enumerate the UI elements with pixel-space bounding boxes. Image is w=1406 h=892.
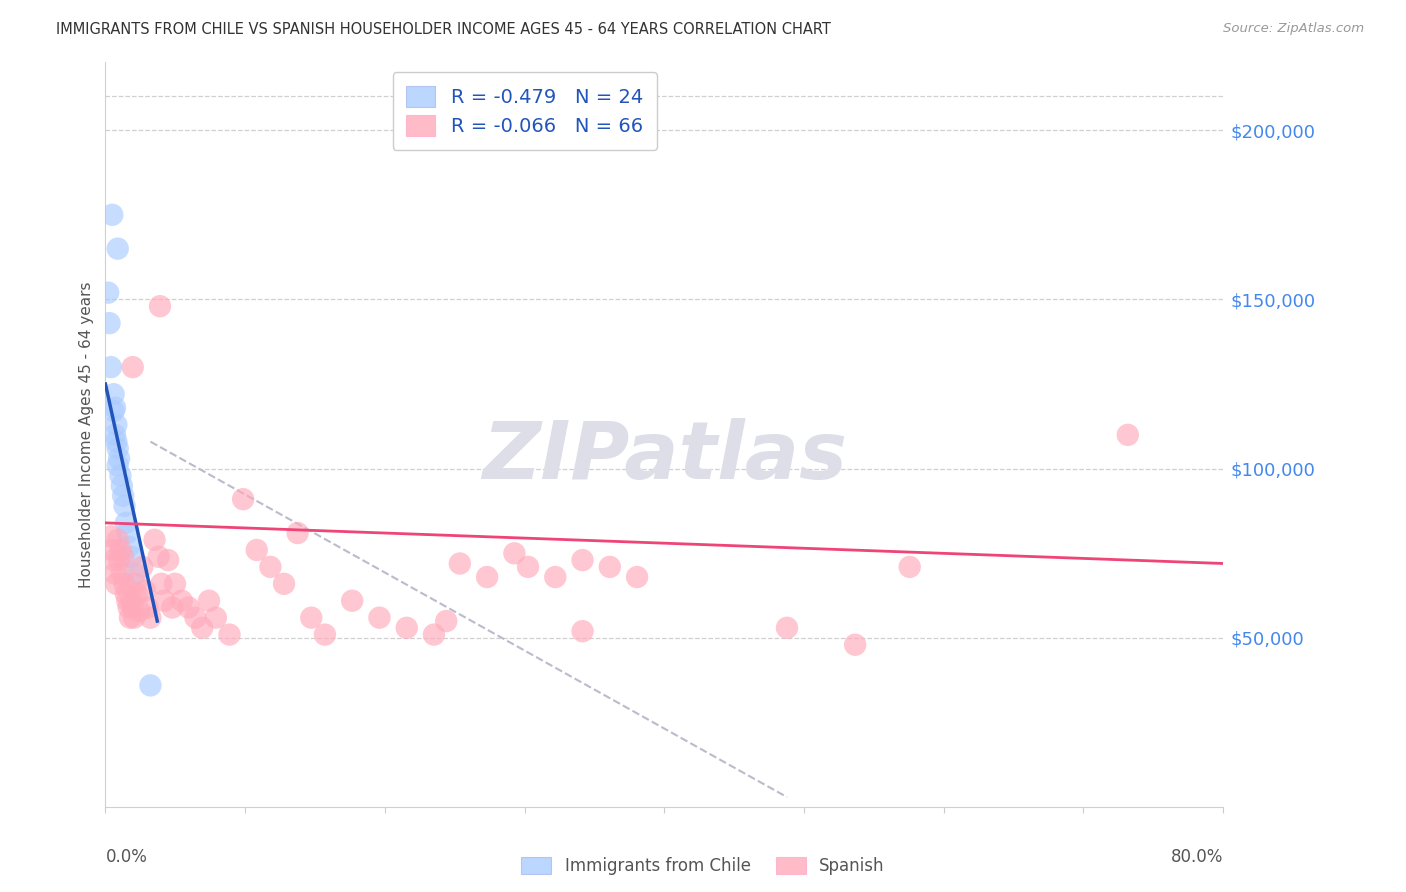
Point bbox=[423, 627, 446, 641]
Point bbox=[105, 417, 128, 432]
Point bbox=[110, 543, 132, 558]
Point bbox=[170, 593, 193, 607]
Point bbox=[104, 401, 127, 415]
Point bbox=[111, 566, 134, 581]
Point bbox=[107, 533, 129, 547]
Point bbox=[191, 621, 214, 635]
Point bbox=[108, 553, 131, 567]
Point bbox=[134, 583, 156, 598]
Point bbox=[184, 610, 207, 624]
Point bbox=[434, 614, 457, 628]
Point bbox=[157, 553, 180, 567]
Point bbox=[118, 610, 141, 624]
Point bbox=[503, 546, 526, 560]
Point bbox=[103, 553, 125, 567]
Point bbox=[287, 526, 309, 541]
Point bbox=[395, 621, 418, 635]
Point bbox=[111, 478, 134, 492]
Point bbox=[599, 560, 621, 574]
Point bbox=[117, 600, 139, 615]
Point bbox=[125, 587, 148, 601]
Point bbox=[148, 549, 170, 564]
Point bbox=[114, 577, 136, 591]
Point bbox=[104, 566, 127, 581]
Legend: R = -0.479   N = 24, R = -0.066   N = 66: R = -0.479 N = 24, R = -0.066 N = 66 bbox=[392, 72, 657, 150]
Point bbox=[108, 451, 131, 466]
Point bbox=[898, 560, 921, 574]
Point bbox=[314, 627, 336, 641]
Point bbox=[205, 610, 228, 624]
Point bbox=[97, 285, 120, 300]
Point bbox=[340, 593, 363, 607]
Point bbox=[124, 566, 146, 581]
Point bbox=[163, 577, 186, 591]
Point bbox=[120, 593, 142, 607]
Text: ZIPatlas: ZIPatlas bbox=[482, 418, 846, 496]
Point bbox=[115, 516, 138, 530]
Point bbox=[98, 316, 121, 330]
Point bbox=[177, 600, 200, 615]
Point bbox=[122, 610, 145, 624]
Point bbox=[626, 570, 648, 584]
Point bbox=[117, 593, 139, 607]
Point bbox=[124, 577, 146, 591]
Legend: Immigrants from Chile, Spanish: Immigrants from Chile, Spanish bbox=[513, 849, 893, 884]
Point bbox=[100, 529, 122, 543]
Point bbox=[544, 570, 567, 584]
Point bbox=[104, 428, 127, 442]
Point bbox=[299, 610, 322, 624]
Point bbox=[162, 600, 184, 615]
Y-axis label: Householder Income Ages 45 - 64 years: Householder Income Ages 45 - 64 years bbox=[79, 282, 94, 588]
Point bbox=[107, 458, 129, 473]
Point bbox=[517, 560, 540, 574]
Text: IMMIGRANTS FROM CHILE VS SPANISH HOUSEHOLDER INCOME AGES 45 - 64 YEARS CORRELATI: IMMIGRANTS FROM CHILE VS SPANISH HOUSEHO… bbox=[56, 22, 831, 37]
Point bbox=[571, 553, 593, 567]
Point bbox=[136, 600, 159, 615]
Point bbox=[107, 442, 129, 456]
Point bbox=[105, 577, 128, 591]
Point bbox=[139, 678, 162, 692]
Point bbox=[139, 610, 162, 624]
Point bbox=[475, 570, 498, 584]
Point bbox=[105, 434, 128, 449]
Point bbox=[273, 577, 295, 591]
Point bbox=[117, 540, 139, 554]
Point bbox=[218, 627, 240, 641]
Point bbox=[368, 610, 391, 624]
Point bbox=[131, 560, 153, 574]
Point bbox=[150, 577, 173, 591]
Point bbox=[103, 404, 125, 418]
Point bbox=[110, 468, 132, 483]
Text: Source: ZipAtlas.com: Source: ZipAtlas.com bbox=[1223, 22, 1364, 36]
Point bbox=[101, 543, 124, 558]
Point bbox=[115, 587, 138, 601]
Point bbox=[246, 543, 269, 558]
Text: 80.0%: 80.0% bbox=[1171, 848, 1223, 866]
Point bbox=[112, 549, 135, 564]
Point bbox=[114, 499, 136, 513]
Point bbox=[128, 604, 150, 618]
Text: 0.0%: 0.0% bbox=[105, 848, 148, 866]
Point bbox=[100, 360, 122, 375]
Point bbox=[1116, 428, 1139, 442]
Point bbox=[153, 593, 176, 607]
Point bbox=[121, 600, 143, 615]
Point bbox=[149, 299, 172, 313]
Point bbox=[112, 489, 135, 503]
Point bbox=[571, 624, 593, 639]
Point bbox=[198, 593, 221, 607]
Point bbox=[120, 549, 142, 564]
Point bbox=[121, 360, 143, 375]
Point bbox=[101, 208, 124, 222]
Point bbox=[232, 492, 254, 507]
Point bbox=[143, 533, 166, 547]
Point bbox=[103, 387, 125, 401]
Point bbox=[844, 638, 866, 652]
Point bbox=[107, 242, 129, 256]
Point bbox=[259, 560, 281, 574]
Point bbox=[117, 526, 139, 541]
Point bbox=[449, 557, 471, 571]
Point bbox=[776, 621, 799, 635]
